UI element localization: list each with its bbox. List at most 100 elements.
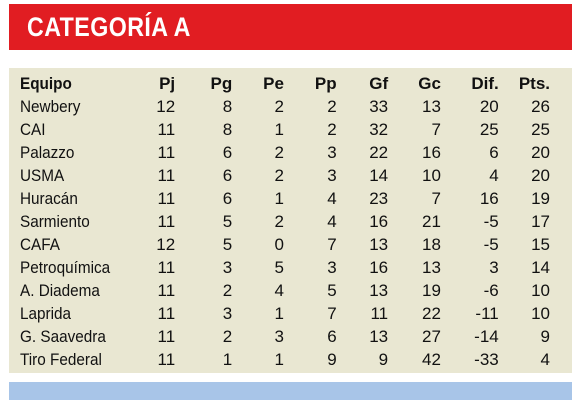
cell-team-name: Laprida [20,303,72,323]
footer-bar [9,382,572,400]
category-header: CATEGORÍA A [9,4,572,50]
cell-drawn: 1 [274,349,284,369]
cell-goals-for: 14 [369,165,389,185]
column-header-pj: Pj [159,73,176,93]
cell-lost: 7 [327,234,337,254]
cell-points: 4 [540,349,550,369]
cell-points: 26 [531,96,550,116]
cell-goals-against: 13 [422,96,441,116]
cell-goals-against: 18 [422,234,441,254]
cell-played: 11 [157,349,176,369]
cell-drawn: 1 [274,119,284,139]
cell-lost: 3 [327,165,337,185]
cell-won: 5 [222,211,233,231]
cell-goal-difference: -33 [474,349,499,369]
cell-team-name: CAI [20,119,46,139]
table-row: Laprida 11 3 1 7 11 22 -11 10 [9,302,572,325]
cell-played: 11 [157,257,176,277]
table-row: A. Diadema 11 2 4 5 13 19 -6 10 [9,279,572,302]
cell-goals-against: 27 [422,326,441,346]
cell-goal-difference: -5 [483,234,499,254]
cell-goals-against: 19 [422,280,441,300]
cell-played: 12 [156,234,176,254]
cell-goal-difference: 6 [489,142,499,162]
cell-goals-for: 11 [370,303,389,323]
cell-drawn: 2 [274,211,284,231]
cell-points: 15 [531,234,550,254]
cell-goals-against: 16 [422,142,441,162]
cell-points: 14 [531,257,550,277]
cell-goals-against: 13 [422,257,441,277]
cell-played: 11 [157,326,176,346]
cell-goals-for: 32 [369,119,389,139]
cell-lost: 2 [327,96,337,116]
cell-goals-for: 16 [369,257,389,277]
cell-won: 1 [222,349,233,369]
category-title: CATEGORÍA A [27,12,191,42]
cell-goal-difference: 3 [489,257,499,277]
column-header-dif: Dif. [471,73,499,93]
table-row: USMA 11 6 2 3 14 10 4 20 [9,164,572,187]
cell-goal-difference: 16 [479,188,499,208]
column-header-pp: Pp [314,73,337,93]
table-row: CAI 11 8 1 2 32 7 25 25 [9,118,572,141]
cell-points: 25 [531,119,550,139]
cell-goal-difference: -14 [474,326,499,346]
cell-lost: 7 [327,303,337,323]
cell-goal-difference: -5 [483,211,499,231]
cell-goal-difference: -11 [475,303,499,323]
column-header-gc: Gc [418,73,441,93]
cell-drawn: 2 [274,165,284,185]
cell-points: 19 [531,188,550,208]
standings-table: Equipo Pj Pg Pe Pp Gf Gc Dif. Pts. Newbe… [9,68,572,373]
cell-team-name: Sarmiento [20,211,90,231]
cell-lost: 9 [327,349,337,369]
cell-played: 11 [157,165,176,185]
column-header-pg: Pg [210,73,233,93]
table-row: CAFA 12 5 0 7 13 18 -5 15 [9,233,572,256]
table-row: Palazzo 11 6 2 3 22 16 6 20 [9,141,572,164]
cell-goals-for: 16 [369,211,389,231]
table-header-row: Equipo Pj Pg Pe Pp Gf Gc Dif. Pts. [9,72,572,95]
table-row: Newbery 12 8 2 2 33 13 20 26 [9,95,572,118]
cell-drawn: 2 [274,96,284,116]
cell-team-name: USMA [20,165,65,185]
cell-lost: 3 [327,142,337,162]
cell-goals-for: 22 [369,142,389,162]
cell-drawn: 1 [274,188,284,208]
cell-goals-against: 42 [422,349,441,369]
cell-drawn: 0 [274,234,284,254]
cell-lost: 4 [327,211,337,231]
cell-points: 20 [531,142,550,162]
cell-team-name: CAFA [20,234,60,254]
cell-lost: 3 [327,257,337,277]
cell-won: 6 [222,165,233,185]
cell-drawn: 1 [274,303,284,323]
cell-points: 10 [531,303,550,323]
table-row: Sarmiento 11 5 2 4 16 21 -5 17 [9,210,572,233]
cell-goals-against: 10 [422,165,441,185]
column-header-gf: Gf [369,73,389,93]
cell-drawn: 5 [274,257,284,277]
column-header-pts: Pts. [518,73,550,93]
cell-played: 11 [157,119,176,139]
cell-won: 3 [222,303,233,323]
cell-goals-for: 13 [369,326,389,346]
cell-points: 10 [531,280,550,300]
cell-team-name: A. Diadema [20,280,100,300]
cell-won: 2 [222,280,233,300]
cell-team-name: Tiro Federal [20,349,102,369]
cell-goals-against: 7 [431,188,441,208]
cell-won: 6 [222,188,233,208]
cell-played: 11 [157,142,176,162]
column-header-equipo: Equipo [20,73,72,93]
cell-goal-difference: 20 [479,96,499,116]
cell-points: 17 [531,211,550,231]
cell-drawn: 4 [274,280,284,300]
cell-team-name: Palazzo [20,142,75,162]
cell-played: 12 [156,96,176,116]
table-row: Huracán 11 6 1 4 23 7 16 19 [9,187,572,210]
column-header-pe: Pe [263,73,284,93]
cell-lost: 5 [327,280,337,300]
cell-goals-for: 9 [378,349,389,369]
